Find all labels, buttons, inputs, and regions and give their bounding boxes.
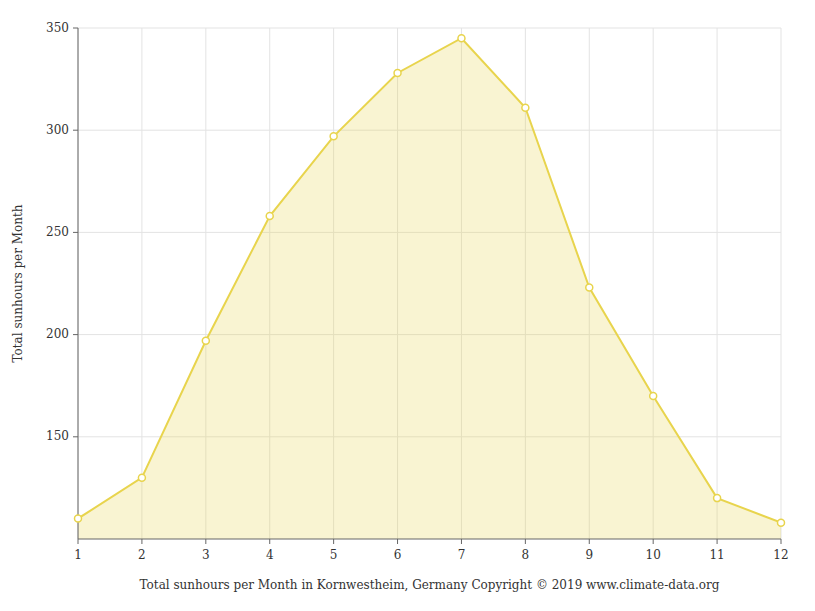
point [75, 515, 82, 522]
x-tick [269, 539, 270, 544]
grid-line-x [141, 28, 142, 539]
x-tick-label: 4 [266, 548, 274, 562]
x-tick-label: 2 [138, 548, 146, 562]
y-tick [73, 334, 78, 335]
grid [78, 28, 781, 539]
x-tick-label: 3 [202, 548, 210, 562]
x-tick-label: 12 [773, 548, 788, 562]
y-tick-label: 250 [46, 225, 69, 239]
point [202, 337, 209, 344]
x-tick [333, 539, 334, 544]
point [138, 474, 145, 481]
x-tick-label: 6 [394, 548, 402, 562]
area [78, 38, 781, 539]
x-tick [525, 539, 526, 544]
x-tick [141, 539, 142, 544]
x-tick-label: 8 [522, 548, 530, 562]
x-tick [461, 539, 462, 544]
x-tick [589, 539, 590, 544]
y-tick-label: 150 [46, 429, 69, 443]
y-tick [73, 436, 78, 437]
point [458, 35, 465, 42]
point [650, 392, 657, 399]
axes: 150200250300350123456789101112 [46, 21, 789, 563]
point [522, 104, 529, 111]
point [266, 213, 273, 220]
y-tick [73, 232, 78, 233]
grid-line-x [78, 28, 79, 539]
x-axis-line [78, 539, 781, 540]
x-tick [205, 539, 206, 544]
y-tick-label: 200 [46, 327, 69, 341]
x-tick [78, 539, 79, 544]
grid-line-x [781, 28, 782, 539]
x-tick-label: 10 [646, 548, 661, 562]
grid-line-y [78, 28, 781, 29]
chart: 150200250300350123456789101112Total sunh… [0, 0, 815, 611]
y-axis-label: Total sunhours per Month [11, 204, 25, 362]
x-tick [781, 539, 782, 544]
x-tick-label: 5 [330, 548, 338, 562]
x-tick-label: 7 [458, 548, 466, 562]
y-tick-label: 300 [46, 123, 69, 137]
point [778, 519, 785, 526]
x-tick-label: 11 [709, 548, 724, 562]
grid-line-x [717, 28, 718, 539]
x-tick-label: 9 [585, 548, 593, 562]
x-tick [653, 539, 654, 544]
point [586, 284, 593, 291]
y-tick-label: 350 [46, 21, 69, 35]
point [394, 69, 401, 76]
y-tick [73, 130, 78, 131]
y-tick [73, 28, 78, 29]
markers [75, 35, 785, 526]
y-axis-line [78, 28, 79, 539]
x-tick-label: 1 [74, 548, 82, 562]
point [714, 495, 721, 502]
x-tick [397, 539, 398, 544]
x-tick [717, 539, 718, 544]
point [330, 133, 337, 140]
line [78, 38, 781, 522]
x-axis-label: Total sunhours per Month in Kornwestheim… [140, 578, 720, 592]
series [78, 38, 781, 539]
